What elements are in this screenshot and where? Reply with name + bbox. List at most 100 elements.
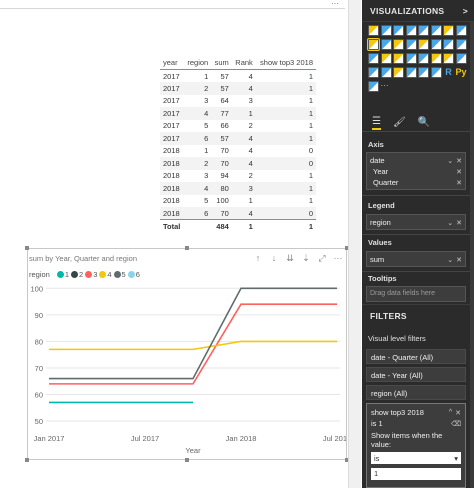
remove-field-icon[interactable]: ✕	[456, 157, 462, 165]
visual-type-icon[interactable]	[455, 25, 467, 36]
table-row[interactable]: 2017 5 66 2 1	[160, 120, 316, 133]
column-header[interactable]: show top3 2018	[255, 56, 316, 70]
visual-type-icon[interactable]	[393, 39, 404, 50]
visual-type-icon[interactable]	[368, 53, 379, 64]
line-chart-visual[interactable]: sum by Year, Quarter and region ↑ ↓ ⇊ ⇣ …	[25, 246, 349, 462]
resize-handle[interactable]	[25, 458, 29, 462]
column-header[interactable]: region	[183, 56, 212, 70]
visual-type-icon[interactable]	[405, 25, 417, 36]
filter-card-expanded[interactable]: show top3 2018 ^ ✕ is 1 ⌫ Show items when t…	[366, 403, 466, 488]
visual-type-icon[interactable]	[405, 53, 417, 64]
table-row[interactable]: 2018 6 70 4 0	[160, 207, 316, 220]
filter-card[interactable]: date - Year (All)	[366, 367, 466, 382]
legend-item[interactable]: 5	[113, 270, 126, 279]
visual-type-icon[interactable]	[368, 25, 379, 36]
eraser-icon[interactable]: ⌫	[451, 420, 461, 428]
tooltips-well[interactable]: Drag data fields here	[366, 286, 466, 302]
visual-type-icon[interactable]	[405, 67, 417, 78]
visual-type-icon[interactable]	[418, 25, 429, 36]
axis-well[interactable]: date ⌄ ✕ Year ✕ Quarter ✕	[366, 152, 466, 190]
r-visual-icon[interactable]: R	[445, 67, 452, 77]
filter-operator-dropdown[interactable]: is ▾	[371, 452, 461, 464]
values-well[interactable]: sum ⌄ ✕	[366, 251, 466, 267]
column-header[interactable]: year	[160, 56, 184, 70]
table-visual[interactable]: year region sum Rank show top3 2018 2017…	[160, 56, 316, 233]
visual-type-icon[interactable]	[418, 39, 429, 50]
analytics-icon[interactable]: 🔍	[417, 117, 431, 128]
fields-icon[interactable]: ☰	[372, 116, 381, 130]
remove-field-icon[interactable]: ✕	[456, 179, 462, 187]
visual-type-icon[interactable]	[430, 39, 442, 50]
visual-type-icon[interactable]	[443, 39, 454, 50]
legend-well[interactable]: region ⌄ ✕	[366, 214, 466, 230]
visual-type-icon[interactable]	[455, 53, 467, 64]
drill-up-icon[interactable]: ↑	[255, 253, 261, 263]
expand-next-level-icon[interactable]: ⇊	[286, 253, 294, 263]
table-row[interactable]: 2018 5 100 1 1	[160, 195, 316, 208]
canvas-more-options-icon[interactable]: ···	[331, 0, 339, 8]
table-row[interactable]: 2018 4 80 3 1	[160, 182, 316, 195]
chevron-down-icon[interactable]: ⌄	[447, 256, 454, 264]
collapse-pane-icon[interactable]: >	[462, 5, 468, 16]
column-header[interactable]: Rank	[231, 56, 256, 70]
remove-field-icon[interactable]: ✕	[456, 168, 462, 176]
filter-card[interactable]: region (All)	[366, 385, 466, 400]
chevron-down-icon[interactable]: ⌄	[447, 219, 454, 227]
resize-handle[interactable]	[185, 458, 189, 462]
format-icon[interactable]: 🖌	[392, 117, 406, 128]
legend-item[interactable]: 4	[99, 270, 112, 279]
table-row[interactable]: 2017 6 57 4 1	[160, 132, 316, 145]
collapse-icon[interactable]: ^	[448, 408, 453, 416]
visual-type-icon[interactable]	[380, 39, 392, 50]
visual-type-icon[interactable]	[380, 25, 392, 36]
python-visual-icon[interactable]: Py	[455, 67, 467, 77]
legend-marker	[99, 271, 107, 278]
visual-type-icon[interactable]	[368, 81, 379, 92]
visual-type-icon[interactable]	[455, 39, 467, 50]
table-row[interactable]: 2018 3 94 2 1	[160, 170, 316, 183]
filter-value-input[interactable]: 1	[371, 468, 461, 480]
table-row[interactable]: 2017 2 57 4 1	[160, 82, 316, 95]
visual-type-icon[interactable]	[430, 25, 442, 36]
remove-field-icon[interactable]: ✕	[455, 409, 461, 417]
visual-type-icon[interactable]	[418, 53, 429, 64]
focus-mode-icon[interactable]: ⤢	[318, 253, 326, 263]
visual-type-icon[interactable]	[430, 67, 442, 78]
more-visuals-icon[interactable]: ···	[380, 81, 389, 90]
legend-item[interactable]: 3	[85, 270, 97, 279]
canvas-scrollbar[interactable]	[348, 0, 361, 488]
filter-card[interactable]: date - Quarter (All)	[366, 349, 466, 364]
visual-type-icon[interactable]	[368, 67, 379, 78]
table-row[interactable]: 2018 1 70 4 0	[160, 145, 316, 158]
chevron-down-icon[interactable]: ⌄	[447, 157, 454, 165]
column-header[interactable]: sum	[211, 56, 232, 70]
more-options-icon[interactable]: ···	[333, 253, 343, 263]
visual-type-icon[interactable]	[405, 39, 417, 50]
expand-all-icon[interactable]: ⇣	[302, 253, 310, 263]
remove-field-icon[interactable]: ✕	[456, 219, 462, 227]
visual-type-icon[interactable]	[393, 53, 404, 64]
table-row[interactable]: 2017 3 64 3 1	[160, 95, 316, 108]
table-row[interactable]: 2017 4 77 1 1	[160, 107, 316, 120]
visual-type-icon[interactable]	[380, 53, 392, 64]
drill-down-icon[interactable]: ↓	[271, 253, 277, 263]
visual-type-icon[interactable]	[367, 38, 380, 51]
legend-item[interactable]: 2	[71, 270, 83, 279]
resize-handle[interactable]	[345, 458, 349, 462]
legend-item[interactable]: 6	[127, 270, 140, 279]
pane-scrollbar[interactable]	[470, 22, 474, 488]
visual-type-icon[interactable]	[380, 67, 392, 78]
visual-type-icon[interactable]	[443, 25, 454, 36]
visual-type-icon[interactable]	[393, 67, 404, 78]
legend-item[interactable]: 1	[56, 270, 69, 279]
remove-field-icon[interactable]: ✕	[456, 256, 462, 264]
table-row[interactable]: 2017 1 57 4 1	[160, 70, 316, 83]
resize-handle[interactable]	[25, 246, 29, 250]
visual-type-icon[interactable]	[430, 53, 442, 64]
visual-type-icon[interactable]	[443, 53, 454, 64]
visual-type-icon[interactable]	[393, 25, 404, 36]
resize-handle[interactable]	[185, 246, 189, 250]
resize-handle[interactable]	[345, 246, 349, 250]
table-row[interactable]: 2018 2 70 4 0	[160, 157, 316, 170]
visual-type-icon[interactable]	[418, 67, 429, 78]
